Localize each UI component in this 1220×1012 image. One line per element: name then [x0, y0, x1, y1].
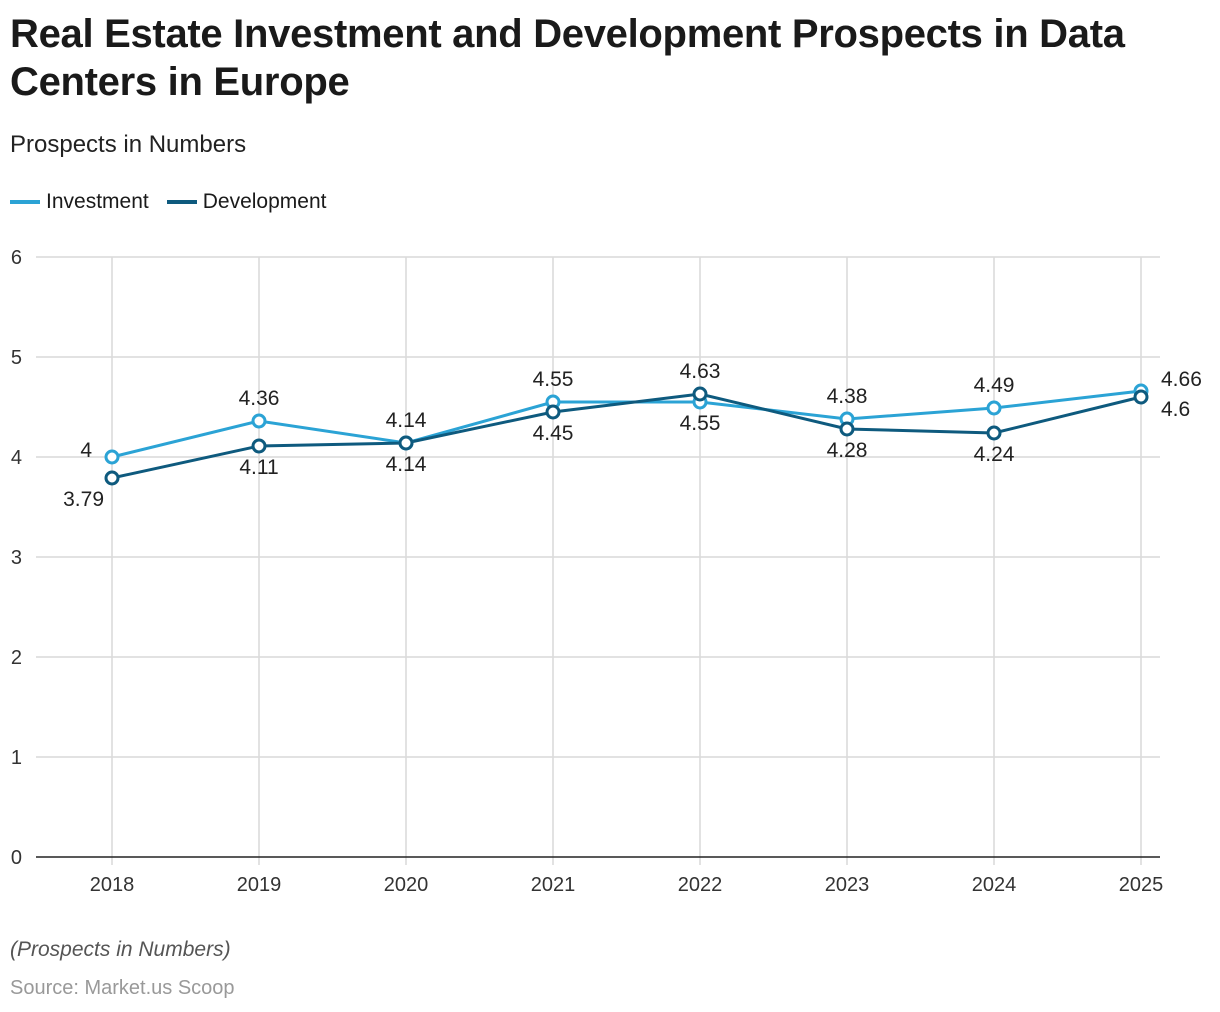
- data-point: [986, 425, 1002, 441]
- data-label: 4.28: [827, 439, 868, 462]
- data-point: [104, 470, 120, 486]
- x-tick-label: 2018: [90, 874, 135, 896]
- data-label: 4.14: [386, 453, 427, 476]
- data-label: 4.14: [386, 409, 427, 432]
- data-label: 4.66: [1161, 368, 1202, 391]
- data-label: 4.63: [680, 360, 721, 383]
- x-tick-label: 2019: [237, 874, 282, 896]
- y-tick-label: 5: [11, 347, 22, 369]
- data-label: 4.55: [680, 412, 721, 435]
- legend-item-development[interactable]: Development: [166, 190, 327, 214]
- chart-subtitle: Prospects in Numbers: [10, 131, 247, 158]
- x-tick-label: 2021: [531, 874, 576, 896]
- data-point: [692, 386, 708, 402]
- data-label: 4.55: [533, 368, 574, 391]
- data-label: 4.6: [1161, 398, 1190, 421]
- y-tick-label: 2: [11, 647, 22, 669]
- chart-title: Real Estate Investment and Development P…: [10, 12, 1125, 104]
- x-tick-label: 2020: [384, 874, 429, 896]
- data-point: [1133, 389, 1149, 405]
- data-point: [986, 400, 1002, 416]
- x-tick-label: 2025: [1119, 874, 1164, 896]
- data-label: 4.45: [533, 422, 574, 445]
- data-label: 4: [80, 439, 92, 462]
- y-tick-label: 4: [11, 447, 22, 469]
- data-label: 4.11: [239, 456, 278, 479]
- source-text: Source: Market.us Scoop: [10, 977, 235, 999]
- chart-note: (Prospects in Numbers): [10, 938, 231, 961]
- legend: Investment Development: [10, 190, 326, 214]
- legend-swatch: [166, 200, 197, 204]
- y-tick-label: 1: [11, 747, 22, 769]
- x-tick-label: 2023: [825, 874, 870, 896]
- y-tick-label: 0: [11, 847, 22, 869]
- data-label: 4.24: [974, 443, 1015, 466]
- y-tick-label: 6: [11, 247, 22, 269]
- y-tick-label: 3: [11, 547, 22, 569]
- data-point: [545, 404, 561, 420]
- data-point: [251, 438, 267, 454]
- legend-swatch: [10, 200, 40, 204]
- data-label: 4.36: [239, 387, 280, 410]
- data-point: [398, 435, 414, 451]
- x-tick-label: 2024: [972, 874, 1017, 896]
- legend-label: Investment: [46, 190, 149, 213]
- legend-label: Development: [202, 190, 327, 213]
- data-label: 4.38: [827, 385, 868, 408]
- series-line-development: [111, 392, 1142, 480]
- legend-item-investment[interactable]: Investment: [10, 190, 149, 214]
- data-label: 4.49: [974, 374, 1015, 397]
- data-point: [251, 413, 267, 429]
- data-label: 3.79: [63, 488, 104, 511]
- data-point: [839, 421, 855, 437]
- x-tick-label: 2022: [678, 874, 723, 896]
- data-point: [104, 449, 120, 465]
